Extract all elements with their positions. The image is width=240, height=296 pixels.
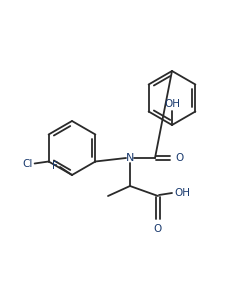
Text: N: N (126, 153, 134, 163)
Text: Cl: Cl (22, 158, 33, 168)
Text: O: O (154, 224, 162, 234)
Text: OH: OH (174, 188, 190, 198)
Text: F: F (52, 161, 58, 171)
Text: OH: OH (164, 99, 180, 109)
Text: O: O (175, 153, 183, 163)
